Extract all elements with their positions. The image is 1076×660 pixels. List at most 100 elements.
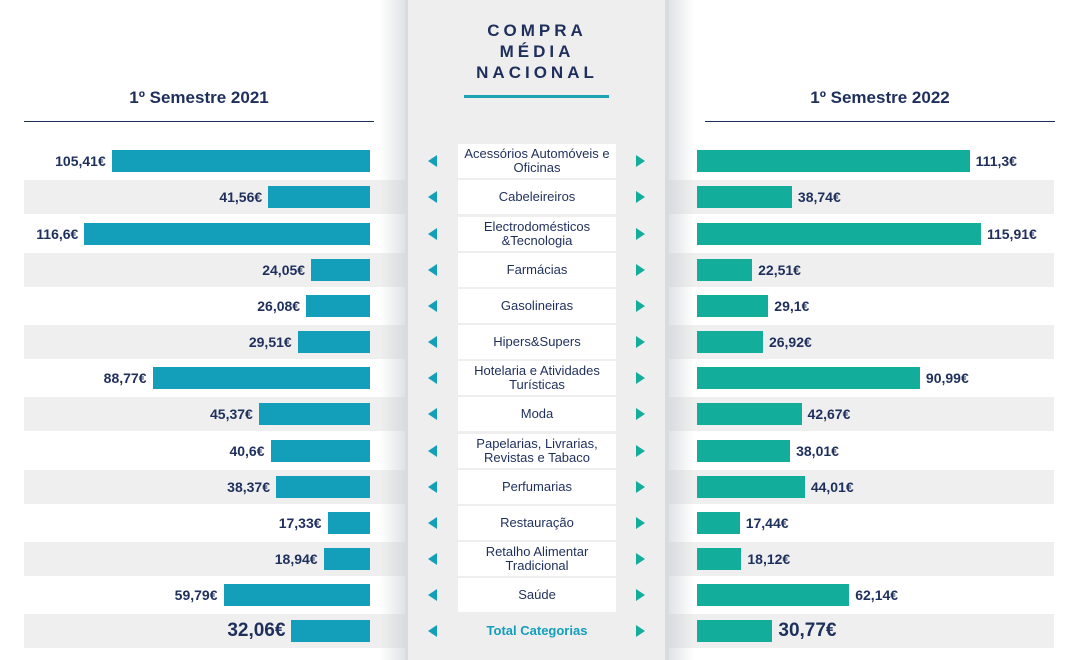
value-label-2022: 44,01€: [810, 479, 854, 495]
bar-2022: [697, 259, 753, 281]
bar-2021: [311, 259, 370, 281]
value-label-2021: 29,51€: [248, 334, 292, 350]
center-panel-shadow-right: [669, 0, 694, 660]
triangle-right-icon: [636, 408, 645, 420]
value-label-2021: 18,94€: [274, 551, 318, 567]
bar-2021: [270, 440, 370, 462]
triangle-left-icon: [428, 372, 437, 384]
center-panel-edge-left: [405, 0, 408, 660]
bar-2021: [327, 512, 370, 534]
triangle-left-icon: [428, 155, 437, 167]
center-panel-shadow-left: [380, 0, 405, 660]
value-label-2021: 116,6€: [36, 226, 79, 242]
value-label-2022: 18,12€: [747, 551, 791, 567]
bar-2021: [297, 331, 370, 353]
left-semester-title: 1º Semestre 2021: [129, 88, 269, 107]
bar-2021: [306, 295, 370, 317]
triangle-left-icon: [428, 336, 437, 348]
main-title: COMPRA MÉDIA NACIONAL: [405, 20, 669, 83]
value-label-2022: 38,74€: [797, 189, 841, 205]
bar-2022: [697, 186, 792, 208]
triangle-left-icon: [428, 553, 437, 565]
triangle-right-icon: [636, 589, 645, 601]
triangle-left-icon: [428, 481, 437, 493]
category-label: Hipers&Supers: [458, 325, 616, 359]
value-label-2021: 41,56€: [219, 189, 263, 205]
triangle-left-icon: [428, 517, 437, 529]
triangle-left-icon: [428, 445, 437, 457]
bar-2021: [152, 367, 370, 389]
bar-2021: [323, 548, 370, 570]
bar-2022: [697, 403, 802, 425]
right-semester-title: 1º Semestre 2022: [810, 88, 950, 107]
value-label-2021: 59,79€: [174, 587, 218, 603]
category-label: Retalho Alimentar Tradicional: [458, 542, 616, 576]
value-label-2022: 22,51€: [758, 262, 801, 278]
bar-2022: [697, 476, 805, 498]
value-label-2022: 90,99€: [925, 370, 969, 386]
value-label-2021: 24,05€: [262, 262, 306, 278]
main-title-line-2: MÉDIA: [499, 42, 575, 61]
triangle-right-icon: [636, 517, 645, 529]
value-label-2022: 62,14€: [855, 587, 899, 603]
bar-2022: [697, 440, 791, 462]
bar-2022: [697, 331, 763, 353]
value-label-2022: 17,44€: [745, 515, 789, 531]
value-label-2022: 115,91€: [986, 226, 1037, 242]
value-label-2022: 30,77€: [778, 620, 837, 641]
main-title-line-1: COMPRA: [487, 21, 587, 40]
category-label: Gasolineiras: [458, 289, 616, 323]
bar-2022: [697, 223, 981, 245]
bar-2021: [84, 223, 370, 245]
bar-2022: [697, 367, 920, 389]
bar-2022: [697, 584, 850, 606]
triangle-right-icon: [636, 372, 645, 384]
triangle-left-icon: [428, 300, 437, 312]
triangle-right-icon: [636, 155, 645, 167]
value-label-2022: 29,1€: [774, 298, 810, 314]
main-title-line-3: NACIONAL: [476, 63, 598, 82]
bar-2021: [291, 620, 370, 642]
triangle-right-icon: [636, 445, 645, 457]
triangle-right-icon: [636, 625, 645, 637]
category-label: Total Categorias: [486, 623, 588, 638]
right-semester-rule: [705, 121, 1055, 122]
category-label: Perfumarias: [458, 470, 616, 504]
value-label-2021: 45,37€: [210, 406, 253, 422]
value-label-2021: 105,41€: [55, 153, 106, 169]
category-label: Farmácias: [458, 253, 616, 287]
bar-2021: [275, 476, 370, 498]
value-label-2021: 38,37€: [227, 479, 270, 495]
bar-2022: [697, 548, 742, 570]
value-label-2022: 38,01€: [796, 443, 839, 459]
center-panel-edge-right: [665, 0, 669, 660]
bar-2021: [111, 150, 370, 172]
bar-2022: [697, 295, 769, 317]
category-label: Moda: [458, 397, 616, 431]
value-label-2022: 26,92€: [768, 334, 812, 350]
category-label: Cabeleireiros: [458, 180, 616, 214]
title-underline: [464, 95, 609, 98]
triangle-left-icon: [428, 264, 437, 276]
bar-2021: [223, 584, 370, 606]
value-label-2022: 42,67€: [807, 406, 851, 422]
value-label-2021: 17,33€: [278, 515, 322, 531]
triangle-right-icon: [636, 553, 645, 565]
value-label-2021: 26,08€: [257, 298, 301, 314]
category-label: Acessórios Automóveis e Oficinas: [458, 144, 616, 178]
triangle-left-icon: [428, 625, 437, 637]
bar-2021: [268, 186, 370, 208]
triangle-right-icon: [636, 191, 645, 203]
triangle-right-icon: [636, 264, 645, 276]
bar-2021: [258, 403, 370, 425]
triangle-left-icon: [428, 228, 437, 240]
triangle-right-icon: [636, 336, 645, 348]
triangle-right-icon: [636, 481, 645, 493]
value-label-2021: 88,77€: [103, 370, 147, 386]
value-label-2022: 111,3€: [975, 153, 1017, 169]
triangle-right-icon: [636, 300, 645, 312]
triangle-right-icon: [636, 228, 645, 240]
bar-2022: [697, 620, 773, 642]
value-label-2021: 32,06€: [227, 620, 286, 641]
triangle-left-icon: [428, 589, 437, 601]
